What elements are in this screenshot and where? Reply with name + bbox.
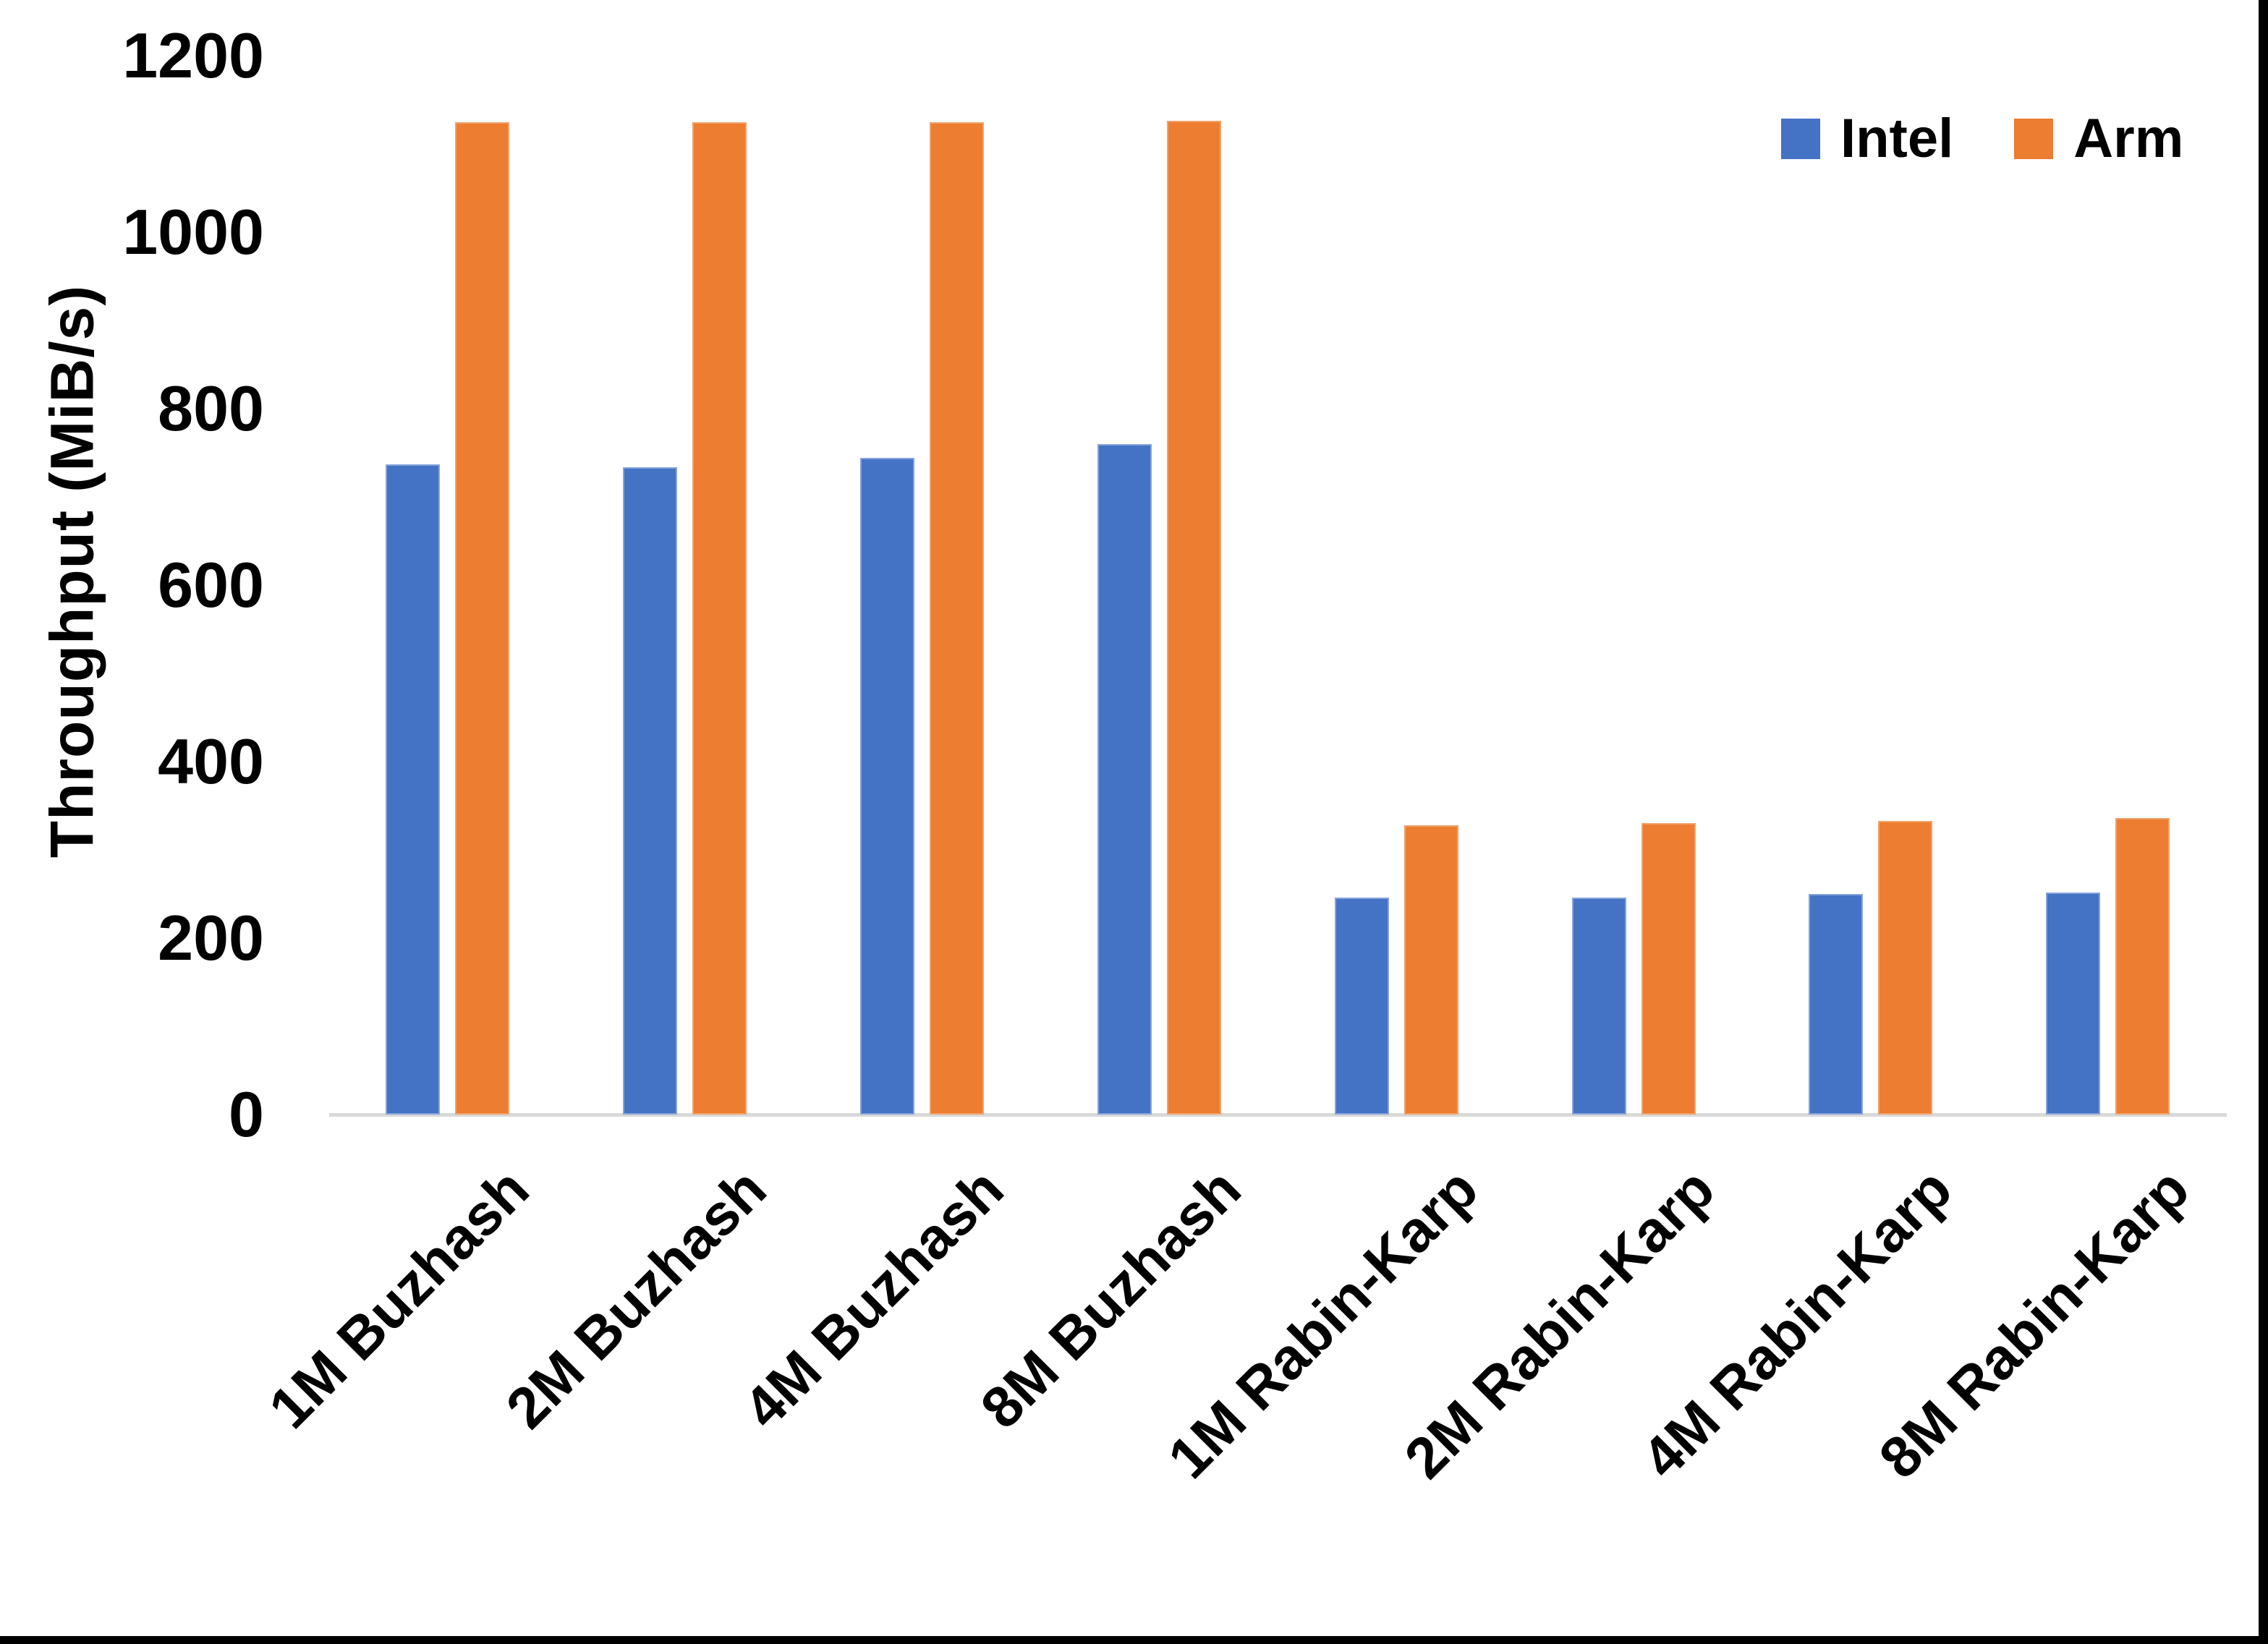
y-tick-label-600: 600 <box>158 549 264 621</box>
bar-intel-4m-rabin-karp <box>1809 894 1864 1115</box>
legend-label-intel: Intel <box>1840 108 1954 169</box>
legend-item-intel: Intel <box>1781 107 1953 170</box>
legend: Intel Arm <box>1781 107 2183 170</box>
bar-arm-2m-rabin-karp <box>1641 823 1696 1115</box>
bar-intel-1m-buzhash <box>386 464 440 1115</box>
bar-arm-4m-buzhash <box>929 122 984 1115</box>
screenshot-right-border <box>2259 0 2268 1644</box>
bar-intel-2m-buzhash <box>622 467 677 1115</box>
bar-arm-8m-rabin-karp <box>2115 818 2170 1115</box>
y-tick-label-800: 800 <box>158 372 264 444</box>
bar-intel-8m-rabin-karp <box>2046 892 2101 1115</box>
x-category-label-1m-buzhash: 1M Buzhash <box>256 1156 541 1441</box>
y-tick-label-200: 200 <box>158 902 264 974</box>
y-tick-label-1000: 1000 <box>122 196 264 268</box>
x-axis-line <box>329 1113 2227 1117</box>
bar-arm-1m-buzhash <box>455 122 509 1115</box>
bar-intel-4m-buzhash <box>859 458 914 1115</box>
bar-arm-2m-buzhash <box>692 122 747 1115</box>
y-tick-label-1200: 1200 <box>122 20 264 91</box>
bar-intel-1m-rabin-karp <box>1334 897 1389 1115</box>
y-tick-label-400: 400 <box>158 725 264 797</box>
bar-arm-8m-buzhash <box>1166 121 1221 1115</box>
bar-arm-4m-rabin-karp <box>1878 820 1933 1115</box>
legend-item-arm: Arm <box>2014 107 2183 170</box>
bar-arm-1m-rabin-karp <box>1403 825 1458 1115</box>
bar-intel-8m-buzhash <box>1097 443 1152 1115</box>
legend-label-arm: Arm <box>2073 108 2184 169</box>
legend-swatch-intel <box>1781 118 1820 159</box>
legend-swatch-arm <box>2014 118 2054 159</box>
y-tick-label-0: 0 <box>229 1078 264 1150</box>
screenshot-bottom-border <box>0 1636 2268 1644</box>
bar-intel-2m-rabin-karp <box>1571 897 1626 1115</box>
